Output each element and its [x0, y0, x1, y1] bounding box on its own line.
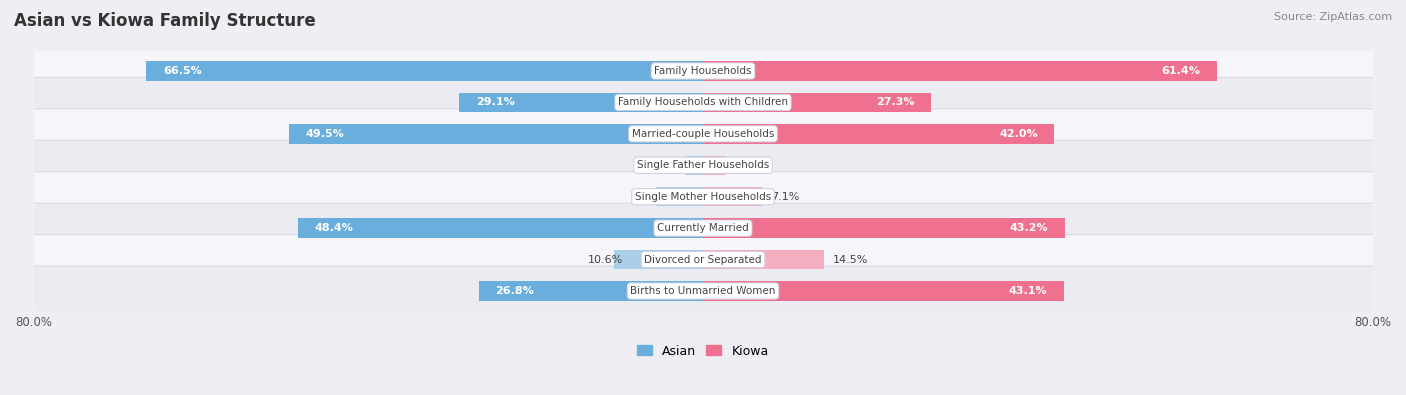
Text: 26.8%: 26.8%	[495, 286, 534, 296]
Text: Family Households: Family Households	[654, 66, 752, 76]
Text: 48.4%: 48.4%	[315, 223, 353, 233]
Bar	[146, 61, 703, 81]
Text: 43.1%: 43.1%	[1008, 286, 1047, 296]
FancyBboxPatch shape	[27, 266, 1379, 316]
Text: Asian vs Kiowa Family Structure: Asian vs Kiowa Family Structure	[14, 12, 316, 30]
FancyBboxPatch shape	[27, 109, 1379, 159]
Text: 49.5%: 49.5%	[305, 129, 344, 139]
Text: 29.1%: 29.1%	[477, 98, 515, 107]
Bar	[614, 250, 703, 269]
Text: 7.1%: 7.1%	[770, 192, 799, 202]
Text: 14.5%: 14.5%	[832, 254, 868, 265]
Bar	[703, 124, 1054, 144]
Text: 2.8%: 2.8%	[735, 160, 763, 170]
Bar	[703, 187, 762, 207]
Text: Married-couple Households: Married-couple Households	[631, 129, 775, 139]
FancyBboxPatch shape	[27, 235, 1379, 284]
Bar	[460, 93, 703, 112]
Bar	[478, 281, 703, 301]
Text: Family Households with Children: Family Households with Children	[619, 98, 787, 107]
FancyBboxPatch shape	[27, 140, 1379, 190]
Bar	[703, 281, 1064, 301]
Text: 5.6%: 5.6%	[637, 192, 665, 202]
FancyBboxPatch shape	[27, 77, 1379, 128]
Bar	[298, 218, 703, 238]
Text: 43.2%: 43.2%	[1010, 223, 1047, 233]
Bar	[703, 250, 824, 269]
Text: Currently Married: Currently Married	[657, 223, 749, 233]
Text: 10.6%: 10.6%	[588, 254, 623, 265]
Legend: Asian, Kiowa: Asian, Kiowa	[633, 340, 773, 363]
Text: 66.5%: 66.5%	[163, 66, 202, 76]
Bar	[686, 156, 703, 175]
Text: Source: ZipAtlas.com: Source: ZipAtlas.com	[1274, 12, 1392, 22]
Bar	[657, 187, 703, 207]
Text: 2.1%: 2.1%	[665, 160, 693, 170]
Text: Births to Unmarried Women: Births to Unmarried Women	[630, 286, 776, 296]
FancyBboxPatch shape	[27, 172, 1379, 222]
Bar	[703, 218, 1064, 238]
Bar	[703, 156, 727, 175]
Bar	[703, 61, 1216, 81]
FancyBboxPatch shape	[27, 203, 1379, 253]
Text: 27.3%: 27.3%	[876, 98, 915, 107]
Bar	[288, 124, 703, 144]
FancyBboxPatch shape	[27, 46, 1379, 96]
Text: Single Father Households: Single Father Households	[637, 160, 769, 170]
Text: Single Mother Households: Single Mother Households	[636, 192, 770, 202]
Text: Divorced or Separated: Divorced or Separated	[644, 254, 762, 265]
Text: 61.4%: 61.4%	[1161, 66, 1201, 76]
Text: 42.0%: 42.0%	[1000, 129, 1038, 139]
Bar	[703, 93, 931, 112]
